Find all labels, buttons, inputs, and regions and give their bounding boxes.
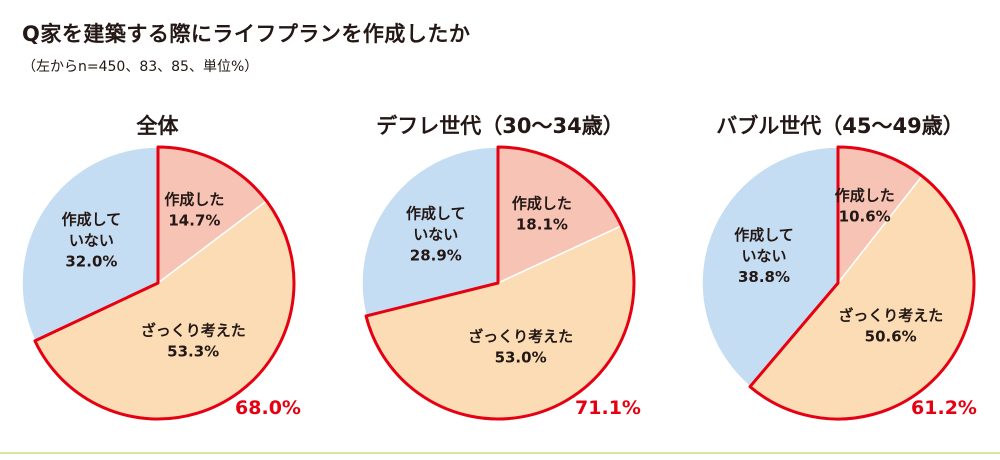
pie-slice-2 bbox=[701, 146, 839, 388]
bottom-divider bbox=[0, 452, 1000, 454]
pie-chart-0: 作成した 14.7% ざっくり考えた 53.3% 作成していない 32.0% 68.0% bbox=[21, 145, 301, 421]
slice-label-2: 作成していない 38.8% bbox=[734, 226, 794, 286]
pie-slice-2 bbox=[21, 146, 159, 342]
slice-label-1: ざっくり考えた 53.3% bbox=[141, 322, 246, 361]
highlight-outline bbox=[748, 145, 976, 421]
slice-label-0: 作成した 10.6% bbox=[835, 186, 895, 225]
highlight-total: 61.2% bbox=[911, 397, 977, 419]
slice-label-1: ざっくり考えた 53.0% bbox=[468, 328, 573, 367]
page-subtitle: （左からn=450、83、85、単位%） bbox=[22, 59, 259, 75]
pie-slice-2 bbox=[361, 146, 499, 317]
chart-title-deflation-generation: デフレ世代（30〜34歳） bbox=[376, 114, 624, 138]
highlight-total: 71.1% bbox=[575, 397, 641, 419]
chart-title-overall: 全体 bbox=[136, 114, 179, 138]
pie-chart-2: 作成した 10.6% ざっくり考えた 50.6% 作成していない 38.8% 61.2% bbox=[701, 145, 977, 421]
slice-label-0: 作成した 14.7% bbox=[164, 190, 224, 229]
highlight-total: 68.0% bbox=[235, 397, 301, 419]
page-title: Q家を建築する際にライフプランを作成したか bbox=[22, 22, 471, 46]
slice-label-2: 作成していない 32.0% bbox=[62, 211, 122, 271]
slice-label-1: ざっくり考えた 50.6% bbox=[838, 307, 943, 346]
slice-label-2: 作成していない 28.9% bbox=[406, 205, 466, 265]
highlight-outline bbox=[364, 145, 636, 421]
chart-title-bubble-generation: バブル世代（45〜49歳） bbox=[716, 114, 964, 138]
highlight-outline bbox=[33, 145, 296, 421]
pie-chart-1: 作成した 18.1% ざっくり考えた 53.0% 作成していない 28.9% 71.1% bbox=[361, 145, 641, 421]
slice-label-0: 作成した 18.1% bbox=[512, 195, 572, 234]
